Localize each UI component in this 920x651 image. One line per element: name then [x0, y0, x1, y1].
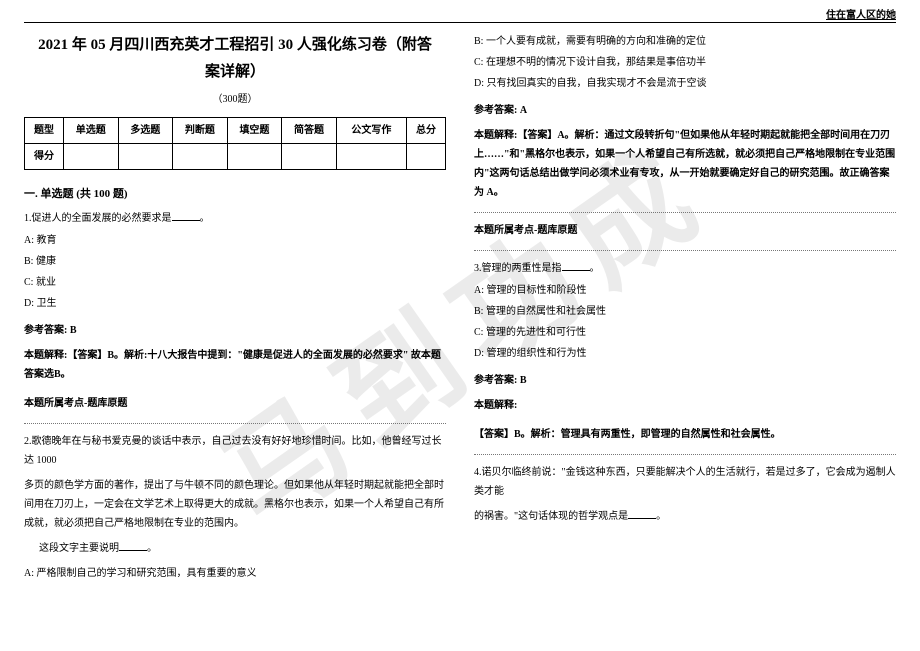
explanation-label: 本题解释:: [474, 396, 896, 415]
q2-stem-line2: 多页的颜色学方面的著作，提出了与牛顿不同的颜色理论。但如果他从年轻时期起就能把全…: [24, 476, 446, 533]
divider-line: [474, 454, 896, 455]
question-count: （300题）: [24, 90, 446, 109]
q4-stem-line1: 4.诺贝尔临终前说："金钱这种东西，只要能解决个人的生活就行，若是过多了，它会成…: [474, 463, 896, 501]
question-stem: 1.促进人的全面发展的必然要求是 。: [24, 209, 446, 228]
table-row: 题型 单选题 多选题 判断题 填空题 简答题 公文写作 总分: [25, 118, 446, 144]
q1-punct: 。: [200, 213, 210, 224]
td: [173, 144, 228, 170]
answer-label: 参考答案: B: [24, 321, 446, 340]
title-line2: 案详解）: [205, 64, 265, 80]
explanation: 本题解释:【答案】A。解析：通过文段转折句"但如果他从年轻时期起就能把全部时间用…: [474, 126, 896, 202]
q2-stem-line3: 这段文字主要说明。: [24, 539, 446, 558]
q4-stem2-text: 的祸害。"这句话体现的哲学观点是: [474, 511, 628, 522]
th: 公文写作: [336, 118, 406, 144]
option-b: B: 管理的自然属性和社会属性: [474, 302, 896, 321]
th: 填空题: [227, 118, 282, 144]
blank-line-icon: [119, 541, 147, 551]
option-a: A: 管理的目标性和阶段性: [474, 281, 896, 300]
option-d: D: 卫生: [24, 294, 446, 313]
blank-line-icon: [172, 211, 200, 221]
td: [406, 144, 445, 170]
answer-label: 参考答案: B: [474, 371, 896, 390]
blank-line-icon: [562, 261, 590, 271]
option-a: A: 严格限制自己的学习和研究范围，具有重要的意义: [24, 564, 446, 583]
q3-stem: 3.管理的两重性是指: [474, 263, 562, 274]
option-c: C: 在理想不明的情况下设计自我，那结果是事倍功半: [474, 53, 896, 72]
option-d: D: 管理的组织性和行为性: [474, 344, 896, 363]
divider-line: [474, 212, 896, 213]
explanation: 【答案】B。解析：管理具有两重性，即管理的自然属性和社会属性。: [474, 425, 896, 444]
option-c: C: 就业: [24, 273, 446, 292]
divider-line: [474, 250, 896, 251]
q2-stem3-text: 这段文字主要说明: [39, 543, 119, 554]
q2-stem-line1: 2.歌德晚年在与秘书爱克曼的谈话中表示，自己过去没有好好地珍惜时间。比如，他曾经…: [24, 432, 446, 470]
option-d: D: 只有找回真实的自我，自我实现才不会是流于空谈: [474, 74, 896, 93]
th: 多选题: [118, 118, 173, 144]
answer-label: 参考答案: A: [474, 101, 896, 120]
th: 单选题: [63, 118, 118, 144]
td: [336, 144, 406, 170]
title-line1: 2021 年 05 月四川西充英才工程招引 30 人强化练习卷（附答: [38, 37, 432, 53]
option-c: C: 管理的先进性和可行性: [474, 323, 896, 342]
doc-title: 2021 年 05 月四川西充英才工程招引 30 人强化练习卷（附答 案详解）: [24, 32, 446, 86]
right-column: B: 一个人要有成就，需要有明确的方向和准确的定位 C: 在理想不明的情况下设计…: [474, 32, 896, 585]
th: 题型: [25, 118, 64, 144]
topic-tag: 本题所属考点-题库原题: [24, 394, 446, 413]
td: [118, 144, 173, 170]
score-table: 题型 单选题 多选题 判断题 填空题 简答题 公文写作 总分 得分: [24, 117, 446, 170]
option-b: B: 一个人要有成就，需要有明确的方向和准确的定位: [474, 32, 896, 51]
th: 简答题: [282, 118, 337, 144]
explanation: 本题解释:【答案】B。解析:十八大报告中提到："健康是促进人的全面发展的必然要求…: [24, 346, 446, 384]
td: [282, 144, 337, 170]
blank-line-icon: [628, 509, 656, 519]
table-row: 得分: [25, 144, 446, 170]
question-stem: 3.管理的两重性是指。: [474, 259, 896, 278]
topic-tag: 本题所属考点-题库原题: [474, 221, 896, 240]
section-heading: 一. 单选题 (共 100 题): [24, 184, 446, 205]
q1-stem: 1.促进人的全面发展的必然要求是: [24, 213, 172, 224]
option-a: A: 教育: [24, 231, 446, 250]
td: [63, 144, 118, 170]
divider-line: [24, 423, 446, 424]
page-content: 2021 年 05 月四川西充英才工程招引 30 人强化练习卷（附答 案详解） …: [0, 0, 920, 595]
left-column: 2021 年 05 月四川西充英才工程招引 30 人强化练习卷（附答 案详解） …: [24, 32, 446, 585]
th: 判断题: [173, 118, 228, 144]
td: 得分: [25, 144, 64, 170]
option-b: B: 健康: [24, 252, 446, 271]
th: 总分: [406, 118, 445, 144]
q4-stem-line2: 的祸害。"这句话体现的哲学观点是。: [474, 507, 896, 526]
td: [227, 144, 282, 170]
